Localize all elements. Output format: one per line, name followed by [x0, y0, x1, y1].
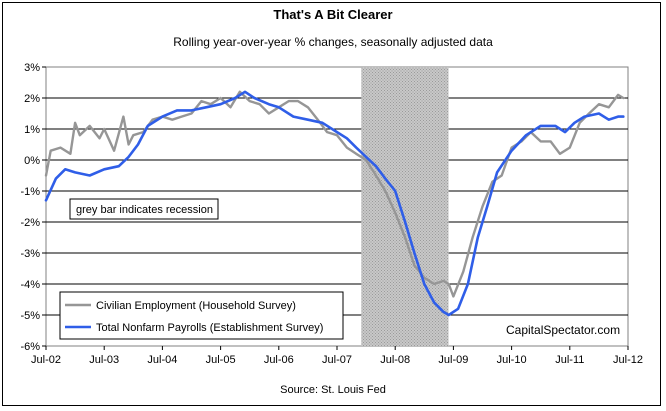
- grid-lines: [46, 97, 628, 316]
- x-tick-label-3: Jul-05: [206, 354, 236, 366]
- x-tick-label-7: Jul-09: [438, 354, 468, 366]
- y-tick-label-3: 0%: [24, 155, 40, 167]
- series-line-1: [44, 90, 625, 317]
- chart-title: That's A Bit Clearer: [273, 7, 392, 22]
- y-axis-ticks: 3% 2% 1% 0% -1% -2% -3% -4% -5% -6%: [20, 62, 46, 353]
- x-tick-label-2: Jul-04: [147, 354, 177, 366]
- recession-note-box: [69, 198, 219, 220]
- x-tick-label-10: Jul-12: [613, 354, 643, 366]
- legend-box: [59, 291, 344, 340]
- series-layer: [44, 90, 625, 317]
- x-tick-label-0: Jul-02: [31, 354, 61, 366]
- y-tick-label-7: -4%: [20, 279, 40, 291]
- x-tick-label-5: Jul-07: [322, 354, 352, 366]
- y-tick-label-8: -5%: [20, 310, 40, 322]
- y-tick-label-4: -1%: [20, 186, 40, 198]
- x-tick-label-4: Jul-06: [264, 354, 294, 366]
- x-tick-label-6: Jul-08: [380, 354, 410, 366]
- y-tick-label-9: -6%: [20, 341, 40, 353]
- chart-subtitle: Rolling year-over-year % changes, season…: [173, 35, 493, 49]
- legend-label-civilian: Civilian Employment (Household Survey): [96, 300, 296, 312]
- x-axis-ticks: Jul-02 Jul-03 Jul-04 Jul-05 Jul-06 Jul-07 Jul-…: [31, 346, 643, 366]
- source-note: Source: St. Louis Fed: [280, 384, 386, 396]
- y-tick-label-2: 1%: [24, 124, 40, 136]
- y-tick-label-0: 3%: [24, 62, 40, 74]
- x-tick-label-1: Jul-03: [89, 354, 119, 366]
- y-tick-label-6: -3%: [20, 248, 40, 260]
- y-tick-label-5: -2%: [20, 217, 40, 229]
- x-tick-label-9: Jul-11: [555, 354, 584, 366]
- recession-note: grey bar indicates recession: [76, 204, 213, 216]
- x-tick-label-8: Jul-10: [497, 354, 527, 366]
- watermark: CapitalSpectator.com: [506, 323, 620, 337]
- legend-label-payrolls: Total Nonfarm Payrolls (Establishment Su…: [96, 322, 323, 334]
- y-tick-label-1: 2%: [24, 93, 40, 105]
